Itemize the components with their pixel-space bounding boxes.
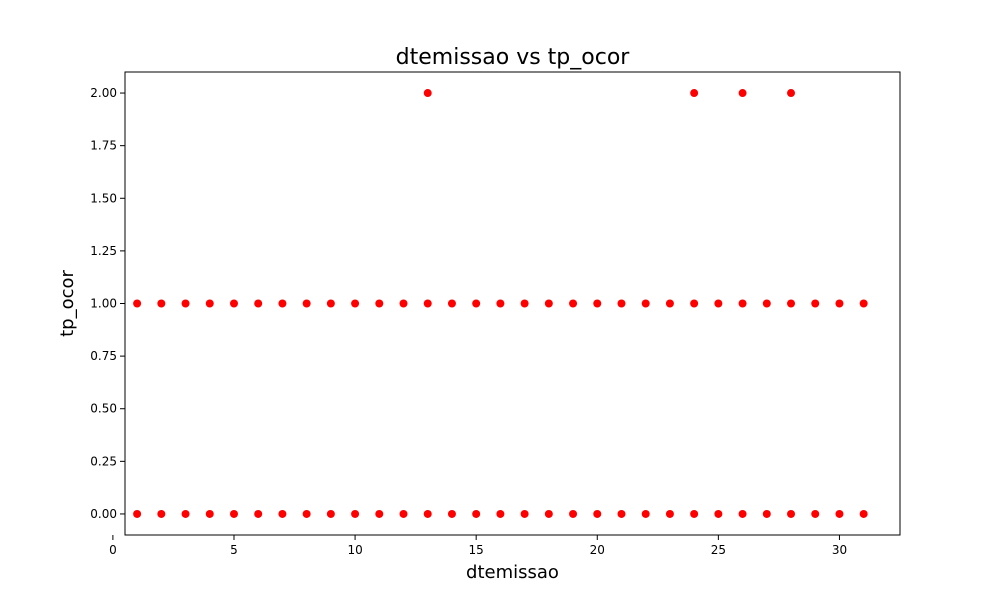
data-point <box>375 299 384 308</box>
data-point <box>423 89 432 98</box>
data-point <box>762 509 771 518</box>
data-point <box>835 299 844 308</box>
data-point <box>738 89 747 98</box>
data-point <box>787 509 796 518</box>
y-tick-label: 0.75 <box>90 349 117 363</box>
y-tick-label: 1.75 <box>90 139 117 153</box>
data-point <box>811 509 820 518</box>
data-point <box>859 299 868 308</box>
data-point <box>157 509 166 518</box>
data-point <box>641 299 650 308</box>
data-point <box>641 509 650 518</box>
y-axis-ticks: 0.00 0.25 0.50 0.75 1.00 1.25 1.50 1.75 2.00 <box>90 86 125 521</box>
data-point <box>157 299 166 308</box>
data-point <box>229 299 238 308</box>
data-point <box>447 509 456 518</box>
data-point <box>375 509 384 518</box>
y-axis-label: tp_ocor <box>57 270 78 337</box>
data-point <box>811 299 820 308</box>
data-point <box>133 509 142 518</box>
data-point <box>569 299 578 308</box>
y-tick-label: 0.25 <box>90 454 117 468</box>
data-point <box>496 509 505 518</box>
data-point <box>569 509 578 518</box>
data-point <box>181 299 190 308</box>
data-point <box>326 299 335 308</box>
x-axis-ticks: 0 5 10 15 20 25 30 <box>109 535 847 557</box>
data-point <box>472 299 481 308</box>
x-axis-label: dtemissao <box>466 562 559 583</box>
data-point <box>205 299 214 308</box>
data-point <box>714 299 723 308</box>
data-point <box>133 299 142 308</box>
data-point <box>665 299 674 308</box>
x-tick-label: 30 <box>832 543 847 557</box>
data-point <box>399 299 408 308</box>
y-tick-label: 0.00 <box>90 507 117 521</box>
data-point <box>423 299 432 308</box>
data-point <box>593 299 602 308</box>
data-point <box>472 509 481 518</box>
data-point <box>351 509 360 518</box>
x-tick-label: 0 <box>109 543 117 557</box>
data-point <box>617 509 626 518</box>
data-point <box>762 299 771 308</box>
data-point <box>593 509 602 518</box>
data-point <box>181 509 190 518</box>
data-point <box>520 299 529 308</box>
x-tick-label: 20 <box>590 543 605 557</box>
scatter-points <box>133 89 868 518</box>
data-point <box>278 509 287 518</box>
y-tick-label: 1.00 <box>90 297 117 311</box>
x-tick-label: 10 <box>347 543 362 557</box>
data-point <box>447 299 456 308</box>
data-point <box>496 299 505 308</box>
data-point <box>351 299 360 308</box>
data-point <box>787 299 796 308</box>
data-point <box>690 89 699 98</box>
data-point <box>617 299 626 308</box>
data-point <box>326 509 335 518</box>
data-point <box>302 299 311 308</box>
data-point <box>399 509 408 518</box>
data-point <box>738 299 747 308</box>
x-tick-label: 15 <box>469 543 484 557</box>
data-point <box>690 509 699 518</box>
y-tick-label: 0.50 <box>90 402 117 416</box>
data-point <box>278 299 287 308</box>
data-point <box>254 509 263 518</box>
data-point <box>423 509 432 518</box>
y-tick-label: 1.25 <box>90 244 117 258</box>
data-point <box>665 509 674 518</box>
data-point <box>544 509 553 518</box>
data-point <box>690 299 699 308</box>
chart-title: dtemissao vs tp_ocor <box>396 45 631 70</box>
x-tick-label: 25 <box>711 543 726 557</box>
data-point <box>835 509 844 518</box>
x-tick-label: 5 <box>230 543 238 557</box>
data-point <box>714 509 723 518</box>
data-point <box>520 509 529 518</box>
y-tick-label: 2.00 <box>90 86 117 100</box>
data-point <box>205 509 214 518</box>
data-point <box>859 509 868 518</box>
data-point <box>787 89 796 98</box>
data-point <box>302 509 311 518</box>
data-point <box>229 509 238 518</box>
data-point <box>254 299 263 308</box>
data-point <box>738 509 747 518</box>
y-tick-label: 1.50 <box>90 191 117 205</box>
data-point <box>544 299 553 308</box>
